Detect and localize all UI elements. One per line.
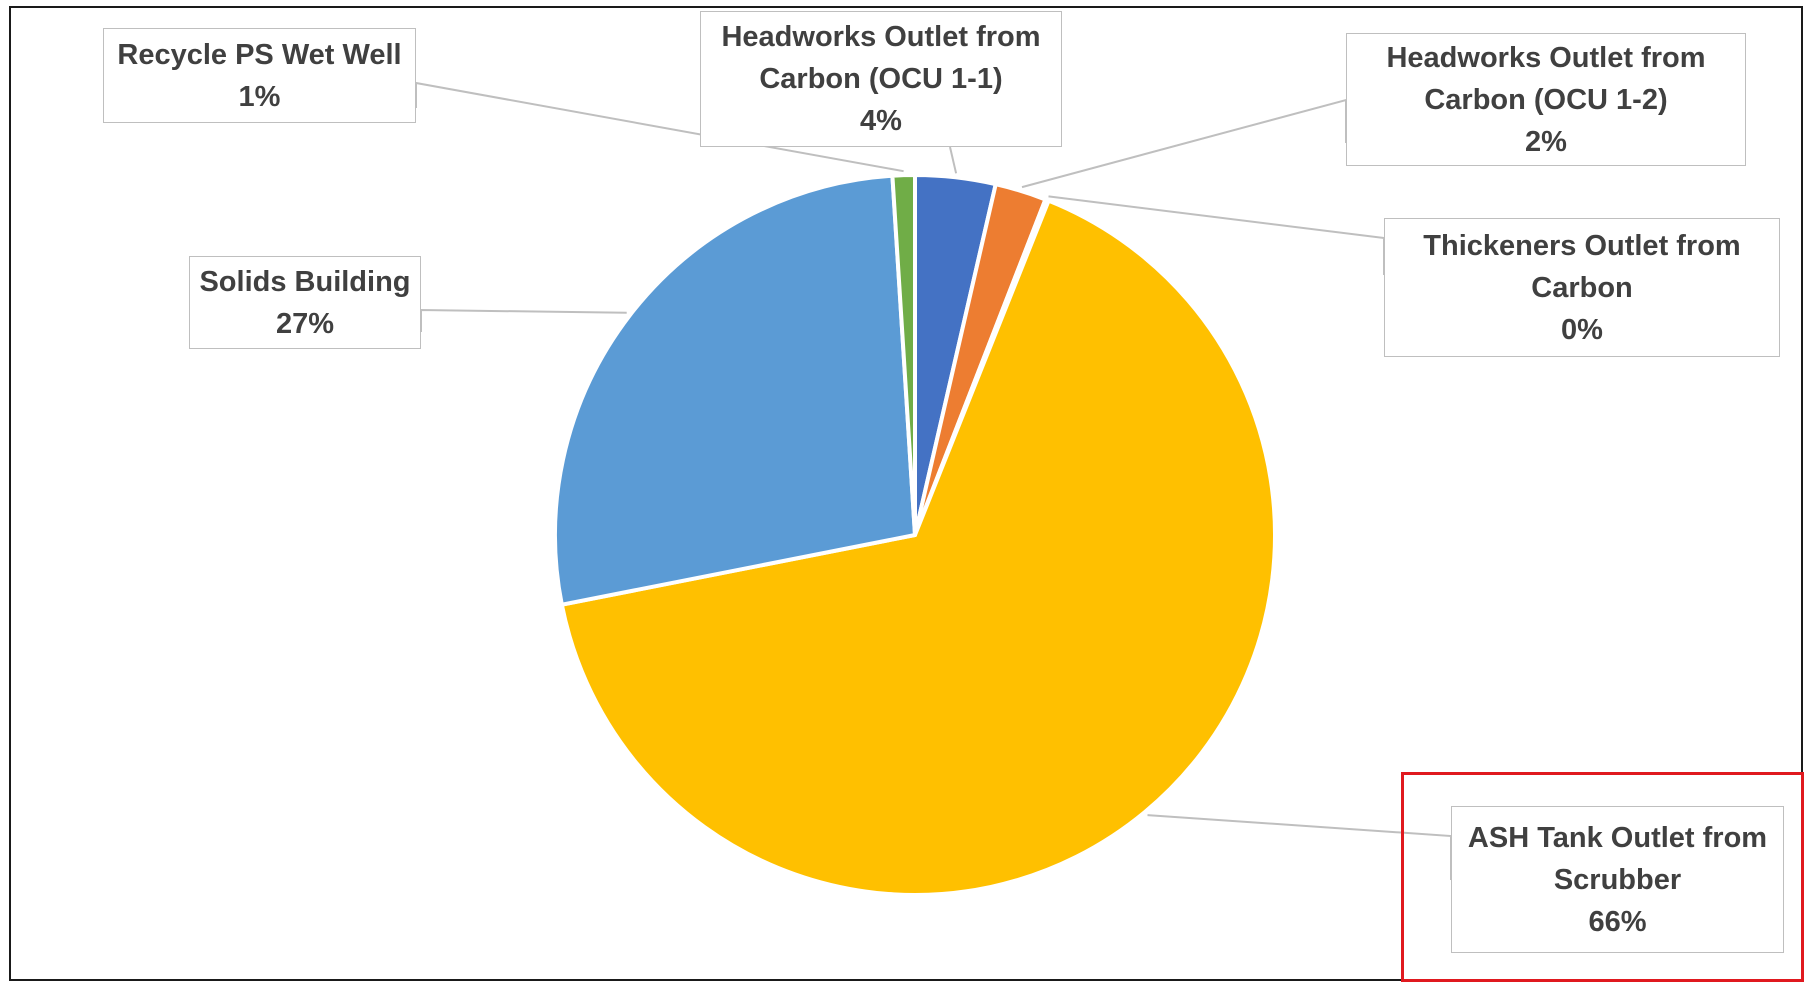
data-label-4: ASH Tank Outlet from Scrubber 66% [1451, 806, 1784, 953]
leader-line-5 [420, 308, 627, 332]
data-label-text: ASH Tank Outlet from [1467, 821, 1768, 854]
pie-slices [553, 173, 1277, 897]
data-label-text: Headworks Outlet from [721, 21, 1041, 53]
data-label-text: Recycle PS Wet Well [117, 38, 402, 71]
leader-line-1 [949, 146, 958, 174]
data-label-6: Recycle PS Wet Well 1% [103, 28, 416, 123]
pie-slice-6 [890, 173, 917, 537]
pie-slice-4 [559, 198, 1277, 897]
leader-line-2 [1021, 98, 1347, 189]
data-label-1: Headworks Outlet from Carbon (OCU 1-1) 4% [700, 11, 1062, 147]
data-label-3: Thickeners Outlet from Carbon 0% [1384, 218, 1780, 357]
data-label-text: Solids Building [199, 265, 411, 298]
pie-slice-5 [553, 173, 917, 607]
data-label-percent: 27% [275, 307, 335, 340]
highlight-box [1401, 772, 1804, 982]
data-label-5: Solids Building 27% [189, 256, 421, 349]
data-label-text: Thickeners Outlet from [1423, 229, 1741, 262]
data-label-text: Headworks Outlet from [1386, 41, 1706, 74]
data-label-percent: 2% [1525, 125, 1567, 158]
data-label-2: Headworks Outlet from Carbon (OCU 1-2) 2% [1346, 33, 1746, 166]
data-label-percent: 66% [1588, 905, 1647, 938]
data-label-text: Carbon (OCU 1-2) [1424, 83, 1668, 116]
data-label-text: Carbon (OCU 1-1) [759, 63, 1003, 95]
data-label-percent: 4% [860, 105, 902, 137]
data-label-text: Carbon [1531, 271, 1633, 304]
data-label-percent: 1% [238, 80, 281, 113]
data-label-text: Scrubber [1553, 863, 1682, 896]
data-label-percent: 0% [1561, 313, 1603, 346]
